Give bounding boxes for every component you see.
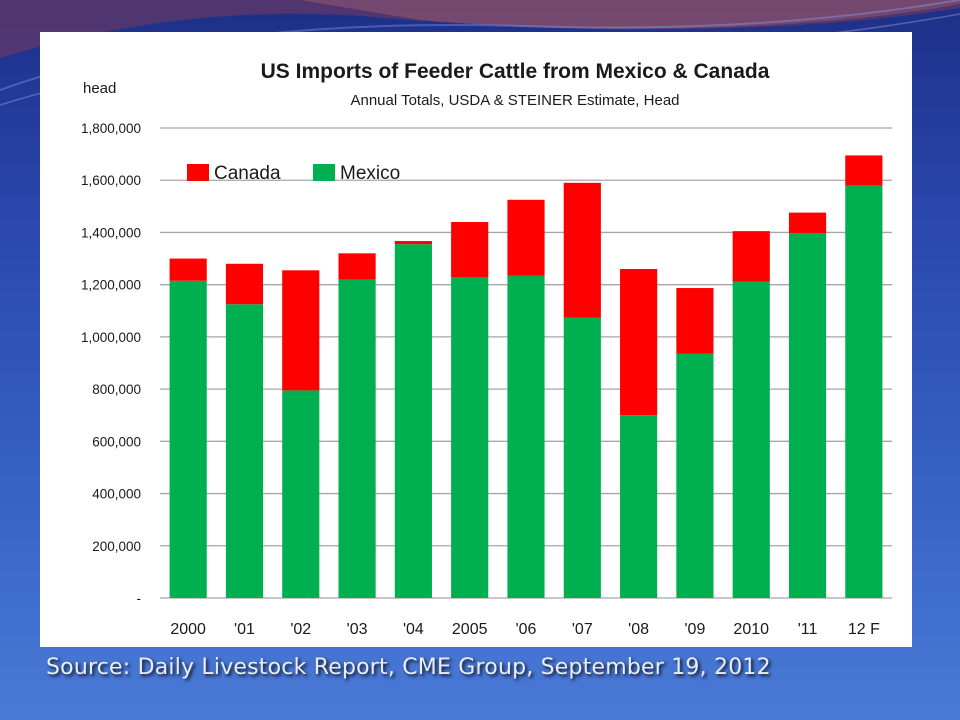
bar-mexico	[282, 390, 320, 598]
bar-canada	[225, 263, 264, 305]
x-tick-label: '01	[234, 621, 255, 638]
y-tick-label: 1,000,000	[81, 330, 141, 345]
y-tick-label: 1,600,000	[81, 173, 141, 188]
x-tick-label: '04	[403, 621, 424, 638]
bar-canada	[282, 270, 320, 391]
chart-title: US Imports of Feeder Cattle from Mexico …	[261, 60, 770, 83]
y-tick-label: 200,000	[92, 539, 141, 554]
y-tick-label: 800,000	[92, 382, 141, 397]
y-axis-unit-label: head	[83, 80, 116, 97]
stacked-bar-chart: US Imports of Feeder Cattle from Mexico …	[81, 60, 892, 638]
x-tick-label: '03	[347, 621, 368, 638]
y-tick-label: 400,000	[92, 487, 141, 502]
bar-canada	[394, 241, 432, 245]
bar-mexico	[788, 232, 827, 598]
legend-label-mexico: Mexico	[340, 163, 400, 184]
bar-mexico	[338, 279, 376, 598]
bar-mexico	[507, 275, 545, 598]
bars	[169, 155, 883, 598]
bar-canada	[169, 258, 207, 281]
bar-canada	[451, 222, 489, 278]
bar-mexico	[394, 244, 432, 598]
chart-panel: US Imports of Feeder Cattle from Mexico …	[40, 32, 912, 647]
x-tick-label: '07	[572, 621, 593, 638]
bar-canada	[676, 288, 714, 354]
bar-mexico	[451, 277, 489, 598]
y-tick-label: 600,000	[92, 434, 141, 449]
bar-canada	[338, 253, 376, 280]
y-tick-label: 1,400,000	[81, 225, 141, 240]
source-note: Source: Daily Livestock Report, CME Grou…	[46, 655, 771, 680]
bar-mexico	[845, 185, 883, 598]
x-tick-label: 2000	[170, 621, 206, 638]
gridlines	[160, 127, 892, 599]
x-axis-tick-labels: 2000 '01 '02 '03 '04 2005 '06 '07 '08 '09 2010 '11 1…	[170, 621, 880, 638]
bar-mexico	[563, 317, 601, 598]
bar-mexico	[676, 353, 714, 598]
bar-canada	[845, 155, 883, 186]
x-tick-label: 2005	[452, 621, 488, 638]
bar-canada	[563, 182, 601, 318]
x-tick-label: '08	[628, 621, 649, 638]
bar-mexico	[620, 415, 658, 598]
chart-subtitle: Annual Totals, USDA & STEINER Estimate, …	[350, 92, 679, 109]
x-tick-label: '02	[290, 621, 311, 638]
legend: Canada Mexico	[187, 163, 400, 184]
x-tick-label: 12 F	[848, 621, 880, 638]
bar-canada	[732, 231, 770, 282]
bar-canada	[788, 212, 827, 233]
y-tick-label: 1,800,000	[81, 121, 141, 136]
legend-swatch-mexico	[313, 164, 335, 181]
bar-mexico	[169, 280, 207, 598]
x-tick-label: '11	[798, 621, 818, 638]
bar-mexico	[732, 281, 770, 598]
y-tick-label: 1,200,000	[81, 278, 141, 293]
x-tick-label: '09	[684, 621, 705, 638]
bar-canada	[620, 269, 658, 416]
bar-mexico	[225, 304, 264, 598]
bar-canada	[507, 199, 545, 276]
legend-label-canada: Canada	[214, 163, 281, 184]
x-tick-label: '06	[516, 621, 537, 638]
legend-swatch-canada	[187, 164, 209, 181]
x-tick-label: 2010	[733, 621, 769, 638]
y-axis-tick-labels: - 200,000 400,000 600,000 800,000 1,000,000 1,…	[81, 121, 141, 606]
y-tick-label: -	[137, 591, 142, 606]
